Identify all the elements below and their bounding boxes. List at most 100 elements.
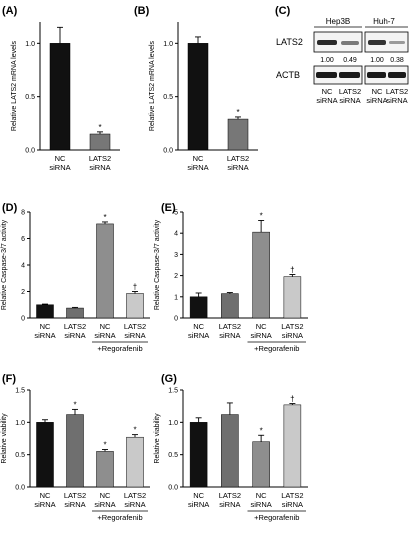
panel-label-b: (B) xyxy=(134,5,150,17)
x-tick-label: siRNA xyxy=(188,331,209,340)
bar xyxy=(66,307,84,319)
bar xyxy=(189,296,208,319)
significance-marker: * xyxy=(260,211,263,220)
group-label: +Regorafenib xyxy=(97,344,142,353)
blot-band xyxy=(339,72,360,78)
quantification-value: 0.38 xyxy=(390,57,404,64)
panel-label-d: (D) xyxy=(2,202,18,214)
group-label: +Regorafenib xyxy=(97,513,142,522)
x-tick-label: siRNA xyxy=(94,500,115,509)
x-tick-label: siRNA xyxy=(250,500,271,509)
x-tick-label: siRNA xyxy=(282,331,303,340)
x-tick-label: NC xyxy=(100,322,111,331)
x-tick-label: siRNA xyxy=(64,500,85,509)
bar xyxy=(36,422,54,488)
significance-marker: * xyxy=(103,440,106,449)
x-tick-label: LATS2 xyxy=(64,322,86,331)
blot-box xyxy=(313,65,363,85)
y-tick-label: 4 xyxy=(174,231,178,238)
y-tick-label: 5 xyxy=(174,210,178,217)
x-tick-label: NC xyxy=(40,322,51,331)
bar xyxy=(66,414,84,488)
lane-label: siRNA xyxy=(366,96,387,105)
bar xyxy=(96,223,114,319)
lane-label: NC xyxy=(372,87,383,96)
x-tick-label: siRNA xyxy=(227,163,248,172)
y-axis-label: Relative LATS2 mRNA levels xyxy=(149,40,156,131)
significance-marker: * xyxy=(98,123,101,132)
x-tick-label: siRNA xyxy=(250,331,271,340)
bar xyxy=(252,231,270,319)
y-tick-label: 1.0 xyxy=(25,41,35,48)
x-tick-label: siRNA xyxy=(89,163,110,172)
blot-row-label-actb: ACTB xyxy=(276,70,300,80)
y-tick-label: 1.0 xyxy=(15,420,25,427)
lane-label: LATS2 xyxy=(339,87,361,96)
bar xyxy=(89,133,111,151)
significance-marker: † xyxy=(290,266,294,275)
y-tick-label: 0.5 xyxy=(163,94,173,101)
blot-band xyxy=(316,72,337,78)
panel-label-a: (A) xyxy=(2,5,18,17)
bar xyxy=(36,304,54,319)
x-tick-label: LATS2 xyxy=(124,322,146,331)
bar xyxy=(252,441,270,488)
lane-label: LATS2 xyxy=(386,87,408,96)
significance-marker: * xyxy=(260,426,263,435)
cell-line-label-hep3b: Hep3B xyxy=(326,17,350,26)
x-tick-label: NC xyxy=(193,322,204,331)
group-label: +Regorafenib xyxy=(254,513,299,522)
bar xyxy=(126,293,144,319)
y-tick-label: 0.0 xyxy=(15,485,25,492)
x-tick-label: LATS2 xyxy=(64,491,86,500)
bar xyxy=(189,422,208,488)
y-axis-label: Relative Caspase-3/7 activity xyxy=(154,219,161,310)
significance-marker: * xyxy=(73,400,76,409)
y-tick-label: 6 xyxy=(21,236,25,243)
panel-label-c: (C) xyxy=(275,5,291,17)
y-tick-label: 2 xyxy=(21,289,25,296)
y-tick-label: 0.5 xyxy=(25,94,35,101)
panel-label-e: (E) xyxy=(161,202,176,214)
blot-band xyxy=(367,72,386,78)
significance-marker: * xyxy=(133,426,136,435)
quantification-value: 1.00 xyxy=(320,57,334,64)
y-tick-label: 0.0 xyxy=(168,485,178,492)
western-blot: Hep3B Huh-7 LATS2 1.00 0.49 1.00 0.38 AC… xyxy=(276,17,409,105)
y-axis-label: Relative LATS2 mRNA levels xyxy=(11,40,18,131)
x-tick-label: LATS2 xyxy=(89,154,111,163)
bar xyxy=(126,436,144,488)
blot-row-label-lats2: LATS2 xyxy=(276,37,303,47)
y-tick-label: 4 xyxy=(21,263,25,270)
bar xyxy=(283,276,302,319)
x-tick-label: NC xyxy=(256,491,267,500)
y-tick-label: 0.5 xyxy=(168,452,178,459)
significance-marker: * xyxy=(236,108,239,117)
x-tick-label: NC xyxy=(193,491,204,500)
quantification-value: 0.49 xyxy=(343,57,357,64)
y-tick-label: 1.5 xyxy=(168,388,178,395)
y-axis-label: Relative Caspase-3/7 activity xyxy=(1,219,8,310)
blot-band xyxy=(368,40,386,45)
x-tick-label: LATS2 xyxy=(281,322,303,331)
panel-label-f: (F) xyxy=(2,373,16,385)
y-tick-label: 1.5 xyxy=(15,388,25,395)
x-tick-label: NC xyxy=(40,491,51,500)
y-tick-label: 1 xyxy=(174,294,178,301)
bar xyxy=(187,43,209,151)
blot-band xyxy=(341,41,359,45)
blot-band xyxy=(389,41,405,44)
y-tick-label: 0 xyxy=(21,316,25,323)
y-axis-label: Relative viability xyxy=(154,413,161,464)
quantification-value: 1.00 xyxy=(370,57,384,64)
blot-band xyxy=(317,40,337,45)
y-tick-label: 0.0 xyxy=(163,148,173,155)
panel-label-g: (G) xyxy=(161,373,177,385)
x-tick-label: NC xyxy=(256,322,267,331)
x-tick-label: LATS2 xyxy=(219,491,241,500)
cell-line-label-huh7: Huh-7 xyxy=(373,17,395,26)
